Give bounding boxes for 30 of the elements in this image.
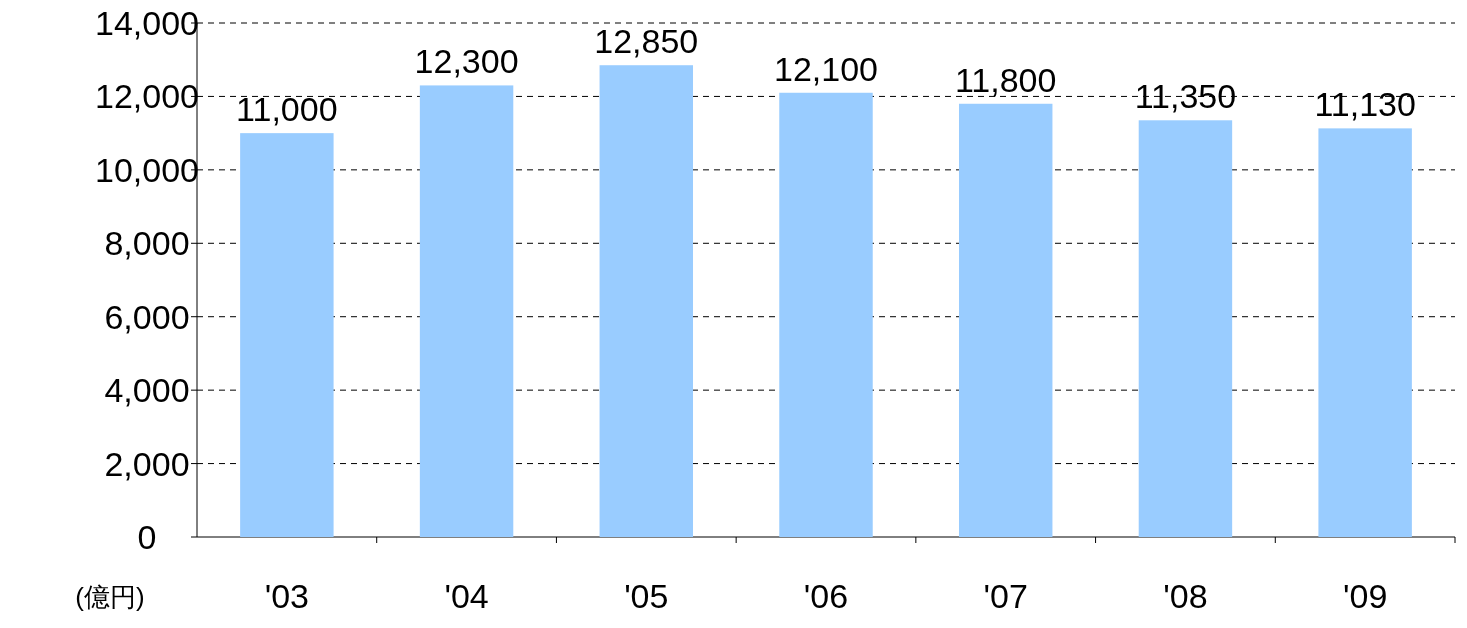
bar: [240, 133, 334, 537]
bar: [419, 85, 514, 537]
data-label: 12,300: [414, 42, 519, 81]
bar: [1138, 120, 1233, 537]
y-tick-label: 0: [137, 518, 157, 556]
y-tick-label: 10,000: [95, 150, 199, 189]
bar: [1318, 128, 1412, 537]
data-label: 12,100: [774, 49, 878, 88]
y-tick-label: 6,000: [104, 297, 190, 336]
y-tick-label: 8,000: [104, 224, 190, 263]
y-tick-label: 12,000: [95, 77, 199, 116]
x-tick-label: '06: [803, 577, 849, 615]
y-tick-label: 14,000: [95, 4, 199, 42]
y-axis-title: (億円): [75, 582, 145, 612]
x-tick-label: '04: [444, 577, 489, 615]
bar: [599, 65, 694, 537]
x-tick-label: '08: [1163, 577, 1208, 615]
data-label: 11,350: [1134, 77, 1237, 116]
bar: [779, 92, 873, 537]
x-tick-label: '03: [264, 577, 310, 615]
x-tick-label: '07: [983, 577, 1028, 615]
x-tick-label: '09: [1342, 577, 1388, 615]
y-tick-label: 4,000: [104, 371, 190, 410]
data-label: 12,850: [594, 22, 699, 61]
bar: [958, 103, 1053, 537]
data-label: 11,130: [1314, 85, 1416, 124]
x-tick-label: '05: [624, 577, 669, 615]
data-label: 11,800: [954, 60, 1057, 99]
y-tick-label: 2,000: [104, 444, 190, 483]
data-label: 11,000: [236, 90, 338, 129]
